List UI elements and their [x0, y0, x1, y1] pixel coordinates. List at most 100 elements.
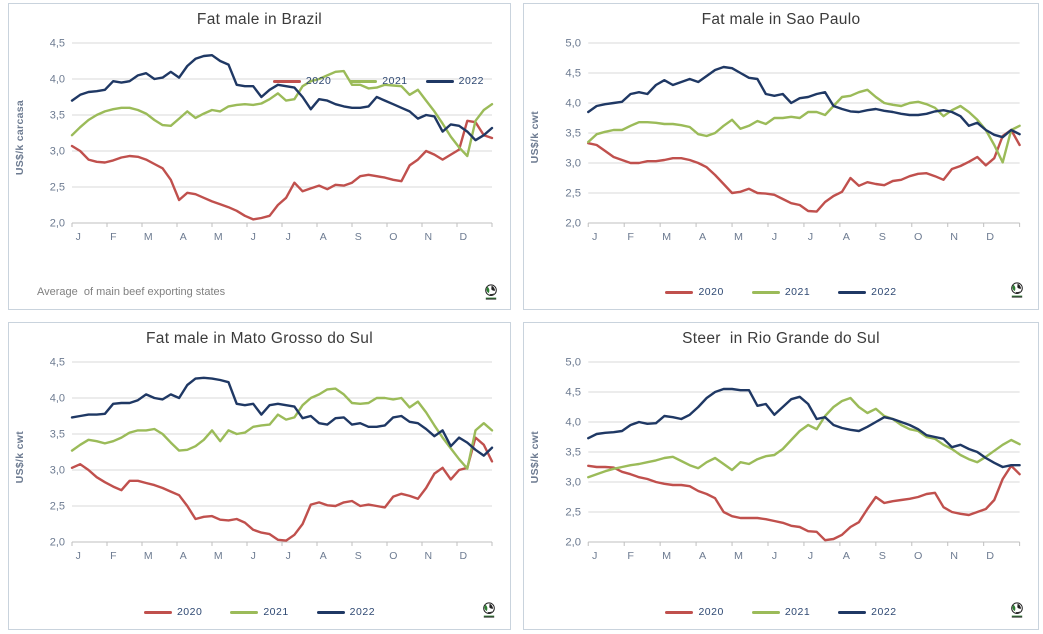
- line-chart-canvas: 2,0 2,5 3,0 3,5 4,0 4,5 J F M A M J J A S O N D: [50, 357, 506, 562]
- x-tick-label: J: [251, 550, 256, 562]
- y-tick-label: 3,5: [565, 128, 581, 140]
- y-tick-label: 4,0: [565, 98, 581, 110]
- x-tick-label: J: [772, 231, 777, 243]
- x-tick-label: S: [879, 231, 886, 243]
- x-tick-label: N: [950, 231, 958, 243]
- series-line-2020: [72, 121, 492, 220]
- chart-panel-brazil: Fat male in Brazil US$/k carcasa 2,0 2,5 3…: [8, 3, 511, 310]
- legend-swatch: [838, 290, 867, 294]
- y-tick-label: 2,5: [50, 182, 65, 194]
- y-axis-label: US$/k cwt: [528, 430, 541, 484]
- x-tick-label: A: [843, 550, 851, 562]
- legend-swatch: [143, 610, 172, 614]
- globe-logo-icon: [483, 602, 495, 618]
- legend-item-2022: 2022: [838, 606, 896, 618]
- legend-swatch: [665, 290, 694, 294]
- chart-area: US$/k carcasa 2,0 2,5 3,0 3,5 4,0 4,5 J F M A M J J A…: [13, 31, 506, 280]
- legend-swatch: [272, 79, 301, 83]
- chart-panel-rio-grande: Steer in Rio Grande do Sul US$/k cwt 2,0…: [523, 322, 1039, 630]
- x-tick-label: J: [592, 231, 597, 243]
- legend-swatch: [316, 610, 345, 614]
- y-tick-label: 2,5: [50, 501, 65, 513]
- legend-swatch: [751, 610, 780, 614]
- x-tick-label: A: [320, 550, 327, 562]
- legend-item-2020: 2020: [665, 286, 723, 298]
- series-line-2022: [72, 55, 492, 140]
- x-tick-label: A: [320, 231, 327, 243]
- legend-item-2022: 2022: [838, 286, 896, 298]
- series-line-2021: [72, 71, 492, 156]
- x-tick-label: F: [110, 231, 116, 243]
- x-tick-label: M: [662, 550, 671, 562]
- legend-swatch: [751, 290, 780, 294]
- y-tick-label: 4,5: [565, 68, 581, 80]
- line-chart-canvas: 2,0 2,5 3,0 3,5 4,0 4,5 J F M A M J J A S O N D: [50, 38, 506, 243]
- chart-footer: Average of main beef exporting states: [13, 280, 506, 309]
- y-tick-label: 3,5: [50, 110, 65, 122]
- y-tick-label: 3,5: [565, 447, 581, 459]
- x-tick-label: O: [914, 550, 922, 562]
- y-tick-label: 3,0: [565, 477, 581, 489]
- x-tick-label: M: [214, 550, 223, 562]
- series-line-2022: [588, 67, 1019, 137]
- legend-swatch: [349, 79, 378, 83]
- legend: 2020 2021 2022: [528, 281, 1034, 303]
- chart-panel-mato-grosso: Fat male in Mato Grosso do Sul US$/k cwt…: [8, 322, 511, 630]
- y-tick-label: 2,0: [50, 218, 65, 230]
- y-tick-label: 4,0: [50, 393, 65, 405]
- chart-title: Fat male in Mato Grosso do Sul: [146, 330, 373, 347]
- x-tick-label: M: [144, 231, 153, 243]
- x-tick-label: J: [286, 550, 291, 562]
- y-tick-label: 4,5: [565, 387, 581, 399]
- legend-swatch: [230, 610, 259, 614]
- y-axis-label: US$/k carcasa: [13, 99, 26, 176]
- legend: 2020 2021 2022: [13, 601, 506, 623]
- legend-item-2021: 2021: [751, 286, 811, 298]
- legend-label: 2020: [698, 606, 724, 618]
- x-tick-label: N: [425, 231, 433, 243]
- y-tick-label: 3,5: [50, 429, 65, 441]
- chart-note: Average of main beef exporting states: [37, 286, 226, 298]
- y-tick-label: 4,5: [50, 38, 65, 50]
- y-tick-label: 3,0: [50, 146, 65, 158]
- x-tick-label: A: [699, 231, 707, 243]
- x-tick-label: J: [251, 231, 256, 243]
- x-tick-label: D: [460, 231, 468, 243]
- y-tick-label: 3,0: [565, 158, 581, 170]
- legend-label: 2021: [784, 606, 811, 618]
- y-tick-label: 4,0: [50, 74, 65, 86]
- y-tick-label: 2,5: [565, 507, 581, 519]
- chart-area: US$/k cwt 2,0 2,5 3,0 3,5 4,0 4,5 J F M A M J J A S O N D: [13, 350, 506, 600]
- legend-label: 2021: [784, 286, 811, 298]
- series-line-2020: [588, 130, 1019, 212]
- series-line-2020: [588, 466, 1019, 540]
- legend-label: 2022: [458, 75, 484, 87]
- y-tick-label: 4,0: [565, 417, 581, 429]
- x-tick-label: N: [950, 550, 958, 562]
- x-tick-label: F: [110, 550, 116, 562]
- x-tick-label: D: [986, 550, 994, 562]
- series-line-2021: [588, 90, 1019, 163]
- legend-label: 2022: [871, 286, 897, 298]
- x-tick-label: N: [425, 550, 433, 562]
- chart-area: US$/k cwt 2,0 2,5 3,0 3,5 4,0 4,5 5,0 J F M A M J J A S…: [528, 31, 1034, 280]
- chart-area: US$/k cwt 2,0 2,5 3,0 3,5 4,0 4,5 5,0 J F M A M J J A S…: [528, 350, 1034, 600]
- y-tick-label: 4,5: [50, 357, 65, 369]
- chart-title: Fat male in Sao Paulo: [701, 11, 861, 28]
- y-tick-label: 5,0: [565, 357, 581, 369]
- legend-label: 2021: [382, 75, 408, 87]
- x-tick-label: S: [879, 550, 886, 562]
- x-tick-label: O: [389, 550, 397, 562]
- x-tick-label: D: [460, 550, 468, 562]
- x-tick-label: O: [389, 231, 397, 243]
- globe-logo-icon: [1011, 282, 1023, 298]
- legend-label: 2020: [305, 75, 332, 87]
- x-tick-label: J: [76, 550, 81, 562]
- x-tick-label: F: [627, 231, 634, 243]
- chart-title: Fat male in Brazil: [196, 11, 323, 28]
- globe-logo-icon: [485, 283, 497, 300]
- legend-swatch: [425, 79, 454, 83]
- series-line-2021: [72, 389, 492, 469]
- x-tick-label: S: [355, 231, 362, 243]
- y-tick-label: 5,0: [565, 38, 581, 50]
